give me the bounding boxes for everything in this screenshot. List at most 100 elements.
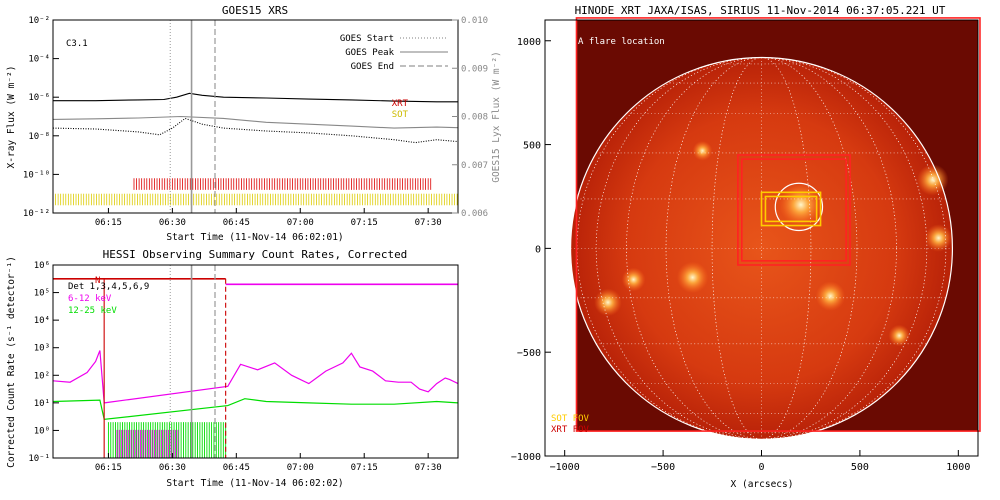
xrt-x-tick-label: 1000	[946, 462, 970, 473]
xrt-fov-box	[741, 158, 847, 262]
xrt-y-ticks: −1000 −500 0 500 1000	[511, 37, 551, 463]
goes-y-axis-label: X-ray Flux (W m⁻²)	[6, 66, 17, 169]
goes-y2-tick-label: 0.007	[461, 161, 488, 171]
goes-y2-tick-label: 0.006	[461, 209, 488, 219]
goes-legend: GOES Start GOES Peak GOES End	[340, 34, 448, 72]
hessi-legend-label: Det 1,3,4,5,6,9	[68, 282, 149, 292]
hessi-y-tick-label: 10¹	[34, 399, 50, 409]
hessi-y-ticks: 10⁻¹ 10⁰ 10¹ 10² 10³ 10⁴ 10⁵ 10⁶	[28, 261, 59, 464]
hessi-y-tick-label: 10⁻¹	[28, 454, 50, 464]
xrt-bright-region	[676, 261, 709, 294]
goes-y-tick-label: 10⁻¹²	[23, 209, 50, 219]
goes-coverage-label: SOT	[392, 110, 409, 120]
goes-x-tick-label: 07:30	[415, 218, 442, 228]
hessi-panel: HESSI Observing Summary Count Rates, Cor…	[6, 248, 459, 489]
goes-x-tick-label: 06:15	[95, 218, 122, 228]
goes-x-ticks: 06:15 06:30 06:45 07:00 07:15 07:30	[95, 208, 442, 228]
hessi-y-tick-label: 10⁴	[34, 316, 50, 326]
xrt-fov-label: SOT FOV	[551, 414, 590, 424]
hessi-x-axis-label: Start Time (11-Nov-14 06:02:02)	[166, 478, 343, 489]
hessi-x-tick-label: 06:30	[159, 463, 186, 473]
xrt-fov-box	[760, 191, 822, 227]
hessi-y-axis-label: Corrected Count Rate (s⁻¹ detector⁻¹)	[6, 256, 17, 468]
goes-title: GOES15 XRS	[222, 4, 288, 17]
hessi-x-tick-label: 06:15	[95, 463, 122, 473]
xrt-fov-box	[737, 154, 851, 266]
goes-plot-area	[52, 20, 459, 213]
hessi-y-tick-label: 10³	[34, 344, 50, 354]
goes-y-tick-label: 10⁻⁶	[28, 93, 50, 103]
goes-series-short	[52, 117, 459, 144]
hessi-x-tick-label: 07:30	[415, 463, 442, 473]
xrt-y-tick-label: 0	[535, 244, 541, 255]
goes-x-tick-label: 07:15	[351, 218, 378, 228]
xrt-bright-region	[621, 267, 646, 292]
xrt-longitude-line	[626, 57, 897, 440]
goes-legend-label: GOES Peak	[345, 48, 394, 58]
hessi-y-tick-label: 10⁶	[34, 261, 50, 271]
goes-y2-ticks: 0.006 0.007 0.008 0.009 0.010	[452, 16, 488, 219]
xrt-x-tick-label: −500	[651, 462, 675, 473]
hessi-x-ticks: 06:15 06:30 06:45 07:00 07:15 07:30	[95, 453, 442, 473]
goes-x-tick-label: 06:45	[223, 218, 250, 228]
xrt-solar-disk	[570, 57, 953, 440]
hessi-legend-label: 12-25 keV	[68, 306, 117, 316]
xrt-bright-region	[888, 324, 911, 347]
hessi-plot-area	[52, 265, 459, 458]
goes-x-tick-label: 07:00	[287, 218, 314, 228]
xrt-bright-region	[916, 164, 949, 196]
xrt-bright-region	[692, 140, 713, 161]
hessi-y-tick-label: 10⁰	[34, 426, 50, 436]
xrt-fov-box	[575, 17, 981, 432]
hessi-legend-label: 6-12 keV	[68, 294, 112, 304]
goes-y-tick-label: 10⁻⁸	[28, 132, 50, 142]
goes-y-ticks: 10⁻¹² 10⁻¹⁰ 10⁻⁸ 10⁻⁶ 10⁻⁴ 10⁻²	[23, 16, 59, 219]
xrt-x-tick-label: 500	[851, 462, 869, 473]
goes-series-long	[53, 92, 458, 103]
xrt-bright-region	[594, 288, 622, 317]
goes-y2-axis-label: GOES15 Lyx Flux (W m⁻²)	[491, 51, 502, 183]
goes-legend-label: GOES Start	[340, 34, 394, 44]
hessi-series-high	[52, 398, 459, 421]
xrt-fov-label: XRT FOV	[551, 425, 590, 435]
xrt-bright-region	[779, 183, 823, 227]
goes-series-lyman	[52, 115, 459, 129]
hessi-y-tick-label: 10²	[34, 371, 50, 381]
hessi-night-label: N	[95, 276, 100, 286]
goes-y-tick-label: 10⁻⁴	[28, 55, 50, 65]
hessi-series-low	[52, 350, 459, 404]
goes-y2-tick-label: 0.009	[461, 64, 488, 74]
xrt-x-axis-label: X (arcsecs)	[731, 479, 794, 490]
xrt-flare-circle	[774, 182, 824, 232]
hessi-y-tick-label: 10⁵	[34, 289, 50, 299]
xrt-x-ticks: −1000 −500 0 500 1000	[550, 450, 970, 473]
xrt-y-tick-label: 500	[523, 141, 541, 152]
xrt-limb-outline	[569, 56, 954, 440]
goes-y-tick-label: 10⁻²	[28, 16, 50, 26]
hessi-x-tick-label: 06:45	[223, 463, 250, 473]
hessi-x-tick-label: 07:15	[351, 463, 378, 473]
xrt-flare-label: A flare location	[578, 37, 665, 47]
hessi-x-tick-label: 07:00	[287, 463, 314, 473]
xrt-y-tick-label: 1000	[517, 37, 541, 48]
xrt-bright-region	[924, 224, 953, 252]
xrt-x-tick-label: 0	[758, 462, 764, 473]
xrt-fov-box	[764, 195, 818, 223]
xrt-y-tick-label: −500	[517, 348, 541, 359]
goes-y2-tick-label: 0.010	[461, 16, 488, 26]
hessi-title: HESSI Observing Summary Count Rates, Cor…	[103, 248, 408, 261]
goes-annotation: C3.1	[66, 39, 88, 49]
xrt-bright-region	[815, 281, 846, 311]
xrt-y-tick-label: −1000	[511, 452, 541, 463]
hessi-legend: Det 1,3,4,5,6,9 6-12 keV 12-25 keV	[68, 282, 149, 316]
goes-y-tick-label: 10⁻¹⁰	[23, 170, 50, 180]
xrt-panel: HINODE XRT JAXA/ISAS, SIRIUS 11-Nov-2014…	[511, 4, 981, 490]
goes-y2-tick-label: 0.008	[461, 113, 488, 123]
xrt-image-area	[569, 17, 981, 440]
goes-x-axis-label: Start Time (11-Nov-14 06:02:01)	[166, 232, 343, 243]
xrt-title: HINODE XRT JAXA/ISAS, SIRIUS 11-Nov-2014…	[575, 4, 946, 17]
